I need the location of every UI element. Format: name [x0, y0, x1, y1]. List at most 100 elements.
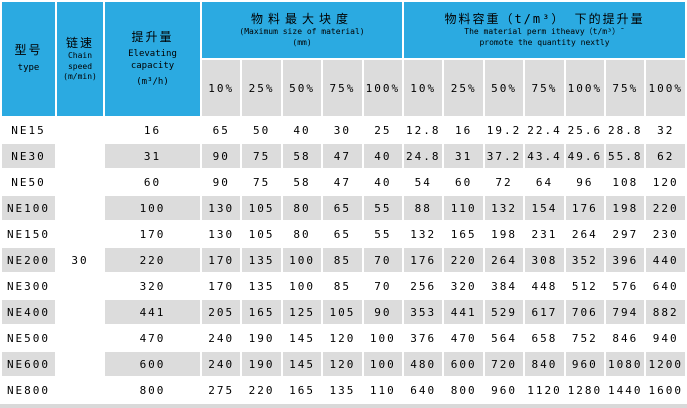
max-size-group-unit: (mm): [292, 37, 312, 47]
density-capacity-cell: 940: [646, 326, 685, 350]
density-capacity-cell: 1280: [565, 378, 605, 402]
model-cell: NE800: [2, 378, 55, 402]
density-capacity-cell: 230: [646, 222, 685, 246]
density-capacity-cell: 840: [525, 352, 564, 376]
density-capacity-cell: 22.4: [525, 118, 564, 142]
density-capacity-cell: 31: [444, 144, 483, 168]
density-capacity-cell: 794: [606, 300, 645, 324]
density-capacity-cell: 960: [484, 378, 524, 402]
model-cell: NE15: [2, 118, 55, 142]
density-capacity-cell: 576: [606, 274, 645, 298]
max-size-cell: 190: [242, 352, 281, 376]
table-row: NE600 600 240 190 145 120 100 480 600 720 840 960 10…: [2, 352, 685, 376]
percent-header-cell: 75%: [323, 60, 362, 116]
density-capacity-cell: 352: [565, 248, 605, 272]
density-capacity-cell: 470: [444, 326, 483, 350]
chain-speed-label-zh: 链速: [65, 35, 94, 50]
density-capacity-cell: 440: [646, 248, 685, 272]
max-size-cell: 240: [202, 352, 241, 376]
density-capacity-cell: 960: [565, 352, 605, 376]
capacity-cell: 31: [105, 144, 200, 168]
density-capacity-cell: 120: [646, 170, 685, 194]
density-capacity-cell: 1200: [646, 352, 685, 376]
model-cell: NE30: [2, 144, 55, 168]
density-capacity-cell: 55.8: [606, 144, 645, 168]
max-size-cell: 40: [282, 118, 322, 142]
max-size-cell: 70: [363, 248, 403, 272]
max-size-cell: 130: [202, 222, 241, 246]
model-cell: NE50: [2, 170, 55, 194]
max-size-cell: 100: [363, 352, 403, 376]
density-capacity-cell: 220: [646, 196, 685, 220]
max-size-cell: 110: [363, 378, 403, 402]
density-capacity-cell: 617: [525, 300, 564, 324]
density-capacity-cell: 600: [444, 352, 483, 376]
model-cell: NE300: [2, 274, 55, 298]
max-size-cell: 130: [202, 196, 241, 220]
percent-header-cell: 100%: [565, 60, 605, 116]
max-size-cell: 55: [363, 196, 403, 220]
max-size-cell: 55: [363, 222, 403, 246]
max-size-group-label-zh: 物料最大块度: [251, 11, 354, 26]
capacity-cell: 16: [105, 118, 200, 142]
max-size-cell: 145: [282, 326, 322, 350]
density-capacity-cell: 154: [525, 196, 564, 220]
chain-speed-unit: (m/min): [63, 71, 97, 81]
density-capacity-cell: 529: [484, 300, 524, 324]
density-capacity-cell: 132: [484, 196, 524, 220]
percent-header-row: 10% 25% 50% 75% 100% 10% 25% 50% 75% 100% 75% 100%: [2, 60, 685, 116]
density-capacity-cell: 198: [606, 196, 645, 220]
max-size-cell: 100: [363, 326, 403, 350]
density-capacity-cell: 176: [565, 196, 605, 220]
percent-header-cell: 50%: [484, 60, 524, 116]
percent-header-cell: 50%: [282, 60, 322, 116]
percent-header-cell: 25%: [242, 60, 281, 116]
max-size-group-label-en: (Maximum size of material): [239, 27, 365, 37]
density-capacity-cell: 752: [565, 326, 605, 350]
chain-speed-label-en-2: speed: [67, 61, 93, 71]
density-capacity-cell: 198: [484, 222, 524, 246]
percent-header-cell: 75%: [606, 60, 645, 116]
density-capacity-cell: 353: [404, 300, 443, 324]
density-capacity-cell: 846: [606, 326, 645, 350]
model-cell: NE200: [2, 248, 55, 272]
max-size-cell: 47: [323, 170, 362, 194]
density-capacity-cell: 480: [404, 352, 443, 376]
density-capacity-cell: 308: [525, 248, 564, 272]
max-size-cell: 275: [202, 378, 241, 402]
max-size-cell: 205: [202, 300, 241, 324]
percent-header-cell: 100%: [363, 60, 403, 116]
max-size-cell: 145: [282, 352, 322, 376]
max-size-cell: 80: [282, 222, 322, 246]
max-size-cell: 47: [323, 144, 362, 168]
max-size-cell: 120: [323, 352, 362, 376]
capacity-label-en: Elevating capacity: [128, 49, 177, 71]
max-size-cell: 100: [282, 248, 322, 272]
density-capacity-cell: 108: [606, 170, 645, 194]
max-size-cell: 170: [202, 248, 241, 272]
density-capacity-cell: 12.8: [404, 118, 443, 142]
max-size-cell: 85: [323, 248, 362, 272]
density-capacity-cell: 297: [606, 222, 645, 246]
table-row: NE400 441 205 165 125 105 90 353 441 529 617 706 794…: [2, 300, 685, 324]
max-size-cell: 65: [202, 118, 241, 142]
model-label-zh: 型号: [14, 43, 43, 58]
model-cell: NE400: [2, 300, 55, 324]
model-label-en: type: [17, 62, 40, 73]
max-size-cell: 135: [323, 378, 362, 402]
capacity-cell: 441: [105, 300, 200, 324]
density-capacity-cell: 706: [565, 300, 605, 324]
density-capacity-cell: 88: [404, 196, 443, 220]
density-capacity-cell: 16: [444, 118, 483, 142]
max-size-cell: 100: [282, 274, 322, 298]
max-size-cell: 220: [242, 378, 281, 402]
chain-speed-cell: 30: [57, 118, 103, 402]
density-capacity-cell: 720: [484, 352, 524, 376]
max-size-cell: 58: [282, 144, 322, 168]
density-capacity-cell: 384: [484, 274, 524, 298]
capacity-cell: 800: [105, 378, 200, 402]
max-size-cell: 120: [323, 326, 362, 350]
density-capacity-cell: 28.8: [606, 118, 645, 142]
